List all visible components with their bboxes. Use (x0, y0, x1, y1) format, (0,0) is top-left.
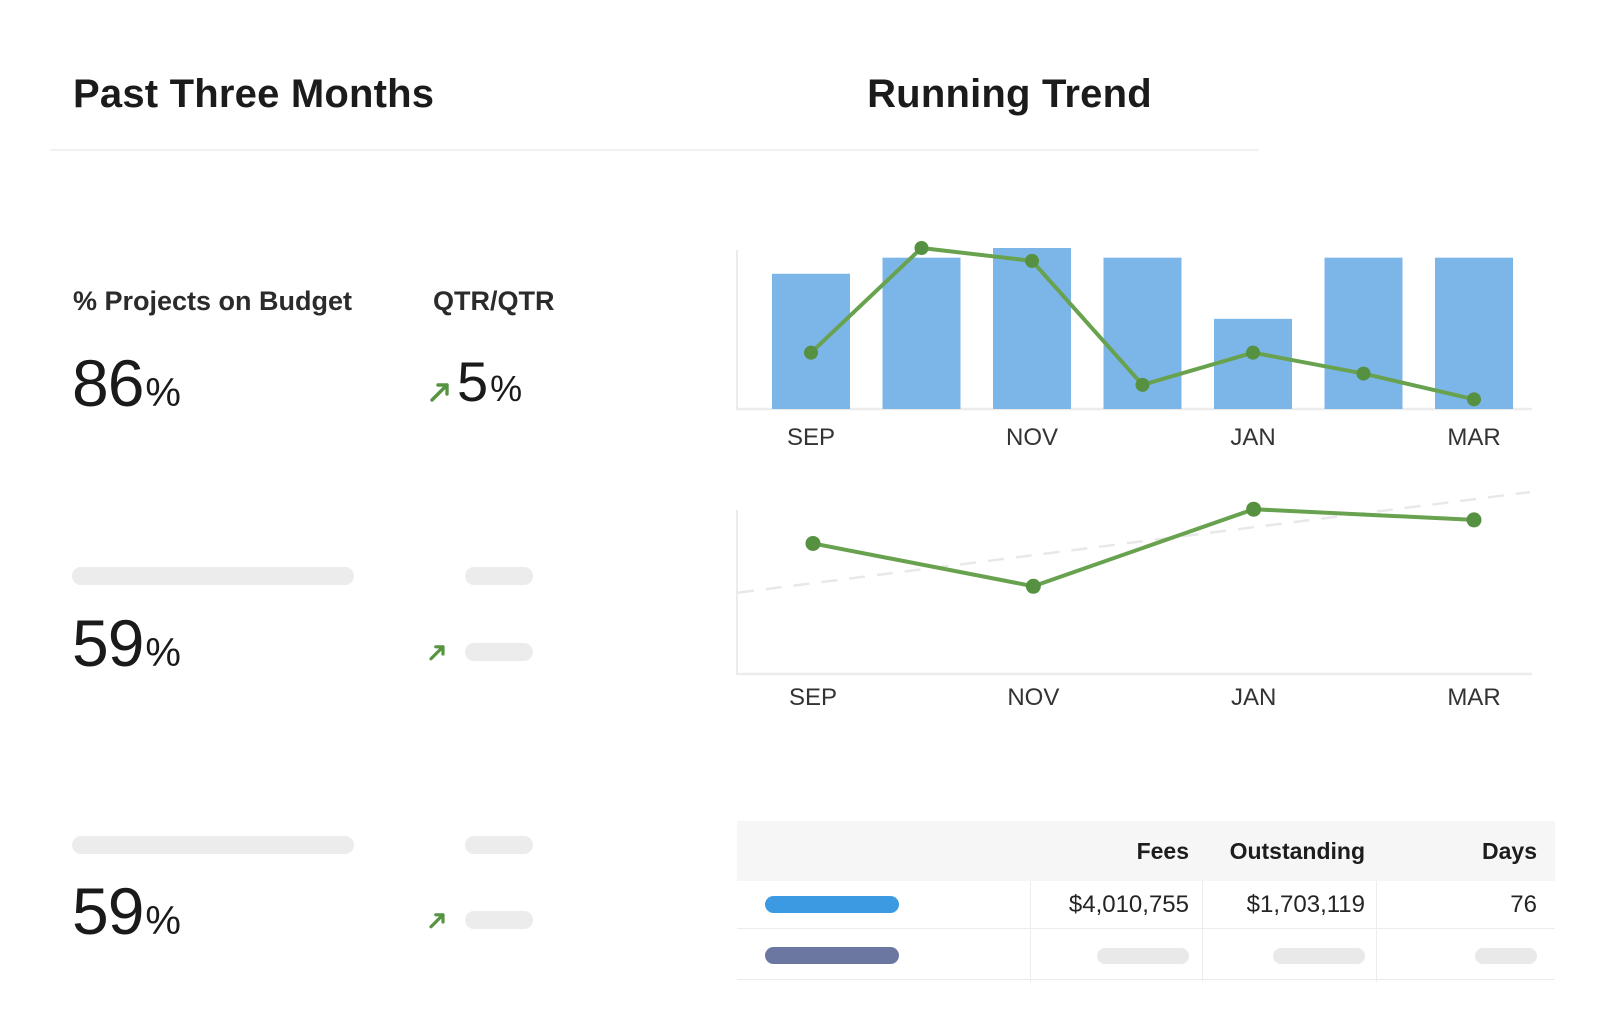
data-point (1025, 578, 1041, 594)
x-axis-label: NOV (1005, 424, 1058, 451)
x-axis-label: SEP (786, 424, 836, 451)
value-skeleton (1273, 947, 1365, 964)
trend-up-arrow-icon (429, 645, 445, 661)
fees-table: Fees Outstanding Days $4,010,755 $1,703,… (737, 821, 1555, 982)
x-axis-label: SEP (788, 684, 838, 711)
value-skeleton (1097, 947, 1189, 964)
column-divider (1376, 881, 1377, 982)
x-axis-label: MAR (1447, 684, 1501, 711)
metric-qtr-value: 5% (457, 354, 522, 410)
qtr-value-skeleton (465, 643, 533, 661)
percent-sign: % (145, 631, 181, 675)
data-point (1246, 501, 1262, 517)
data-point (805, 535, 821, 551)
qtr-number: 5 (457, 350, 489, 413)
data-point (1246, 345, 1260, 360)
trend-line-chart-svg (736, 490, 1532, 676)
column-header-days: Days (1482, 837, 1537, 864)
legend-pill-slate (765, 947, 899, 964)
column-header-fees: Fees (1136, 837, 1189, 864)
section-title-running-trend: Running Trend (867, 72, 1152, 116)
legend-pill-blue (765, 896, 899, 913)
metric-value-row2: 59% (72, 610, 181, 676)
x-axis-label: JAN (1230, 684, 1277, 711)
data-point (1466, 512, 1482, 528)
fees-cell: $4,010,755 (1068, 890, 1189, 918)
bar (882, 257, 961, 409)
bar (772, 273, 850, 409)
days-cell: 76 (1510, 890, 1537, 918)
metric-value-row3: 59% (72, 878, 181, 944)
legend-cell (737, 881, 1030, 928)
outstanding-cell (1202, 932, 1376, 979)
days-cell (1376, 932, 1555, 979)
x-axis-label: NOV (1007, 684, 1060, 711)
metric-number: 86 (72, 346, 144, 420)
trend-up-arrow-icon (429, 913, 445, 929)
bar (1435, 257, 1513, 409)
column-divider (1030, 881, 1031, 982)
data-point (1467, 392, 1481, 407)
data-point (1135, 377, 1150, 392)
table-row[interactable]: $4,010,755 $1,703,119 76 (737, 881, 1555, 929)
x-axis-label: JAN (1230, 424, 1276, 451)
percent-sign: % (145, 371, 181, 415)
column-header-legend (737, 821, 1030, 881)
metric-number: 59 (72, 874, 144, 948)
column-divider (1202, 881, 1203, 982)
bar-line-chart-svg (736, 241, 1532, 411)
x-axis-label: MAR (1447, 424, 1501, 451)
metric-label-skeleton (72, 836, 354, 854)
data-point (1025, 253, 1039, 268)
percent-sign: % (490, 368, 523, 409)
section-title-past-three-months: Past Three Months (73, 72, 435, 116)
trend-up-arrow-icon (430, 383, 449, 402)
fees-cell (1030, 932, 1202, 979)
metric-value-projects-on-budget: 86% (72, 350, 181, 416)
qtr-label-skeleton (465, 567, 533, 585)
title-divider (50, 149, 1259, 151)
outstanding-cell: $1,703,119 (1246, 890, 1365, 918)
qtr-label-skeleton (465, 836, 533, 854)
bar (1214, 318, 1292, 409)
column-header-outstanding: Outstanding (1229, 837, 1365, 864)
table-header-row: Fees Outstanding Days (737, 821, 1555, 881)
data-point (914, 241, 929, 255)
metric-number: 59 (72, 606, 144, 680)
bar (993, 248, 1071, 409)
table-row[interactable] (737, 932, 1555, 980)
bar (1324, 257, 1403, 409)
qtr-value-skeleton (465, 911, 533, 929)
dashed-reference-line (737, 490, 1531, 594)
data-point (804, 345, 818, 360)
data-point (1356, 366, 1371, 381)
value-skeleton (1475, 947, 1537, 964)
percent-sign: % (145, 899, 181, 943)
metric-label-skeleton (72, 567, 354, 585)
metric-label-qtr-qtr: QTR/QTR (433, 286, 555, 316)
metric-label-projects-on-budget: % Projects on Budget (73, 286, 353, 316)
legend-cell (737, 932, 1030, 979)
